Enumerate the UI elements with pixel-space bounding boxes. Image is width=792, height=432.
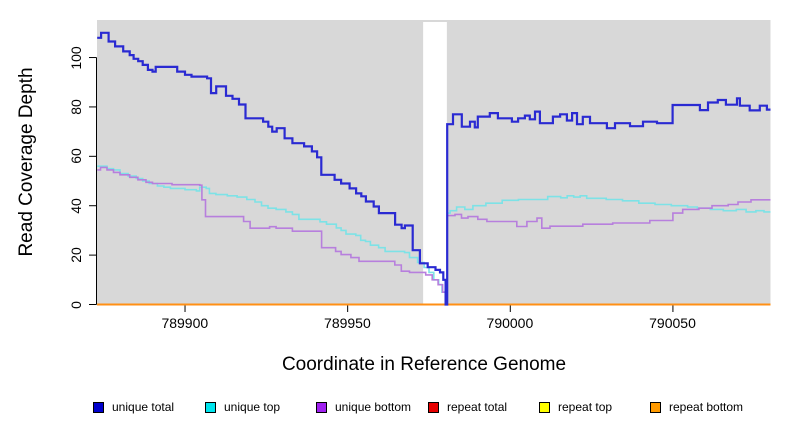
chart-line-unique-bottom bbox=[97, 166, 771, 298]
gap-band bbox=[423, 22, 447, 306]
y-tick-label: 100 bbox=[68, 45, 84, 70]
x-tick-label: 789900 bbox=[161, 315, 209, 331]
chart-line-unique-top bbox=[97, 165, 771, 298]
chart-line-unique-total bbox=[97, 31, 771, 306]
x-tick-label: 790050 bbox=[649, 315, 696, 331]
x-tick-label: 789950 bbox=[324, 315, 371, 331]
x-tick-label: 790000 bbox=[486, 315, 534, 331]
y-tick-label: 80 bbox=[68, 99, 84, 115]
y-tick-label: 20 bbox=[68, 247, 84, 263]
y-tick-label: 40 bbox=[68, 197, 84, 214]
x-axis-title: Coordinate in Reference Genome bbox=[281, 354, 567, 375]
y-tick-label: 60 bbox=[68, 148, 84, 165]
y-tick-label: 0 bbox=[68, 300, 84, 309]
y-axis-title: Read Coverage Depth bbox=[16, 67, 37, 257]
